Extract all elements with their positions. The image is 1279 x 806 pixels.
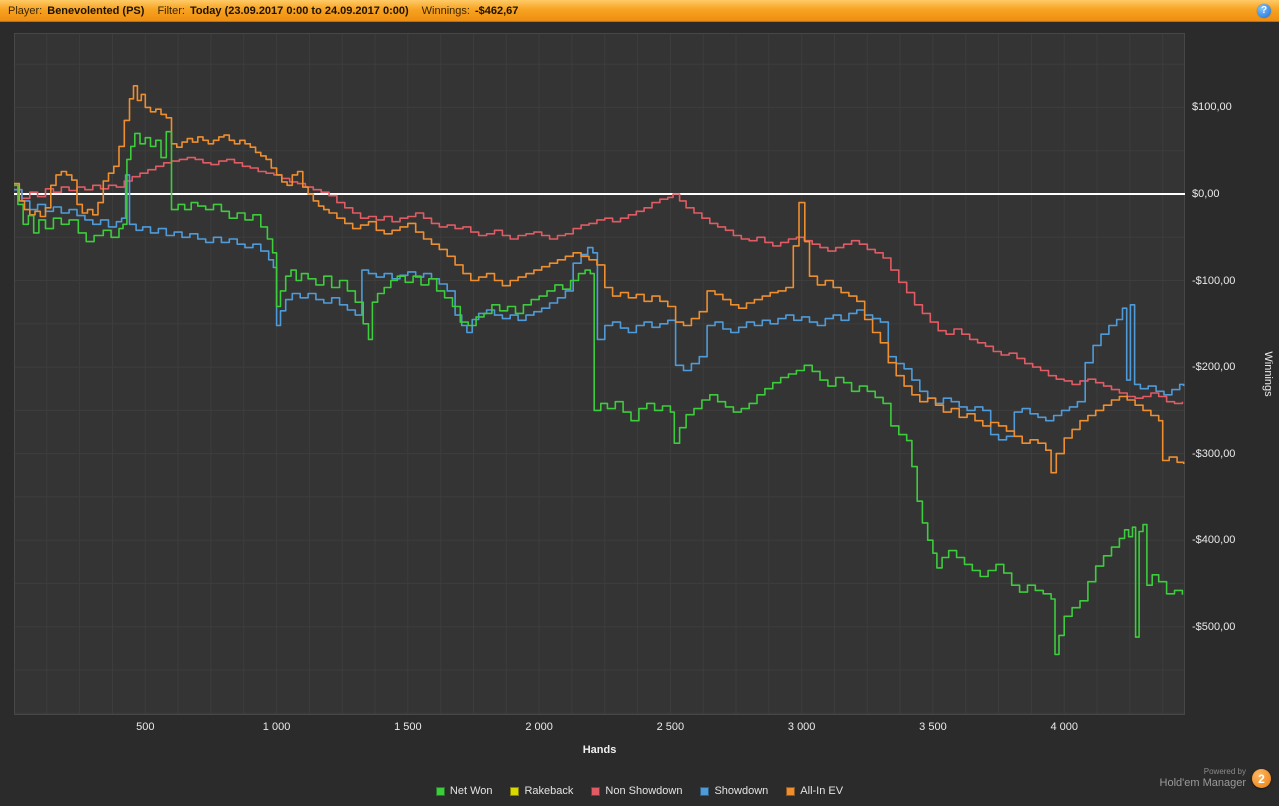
y-axis-ticks: $100,00 $0,00 -$100,00 -$200,00 -$300,00 -$40… [1192, 33, 1256, 715]
series-all-in-ev [14, 85, 1185, 474]
legend-label: Showdown [714, 785, 769, 797]
player-value: Benevolented (PS) [47, 4, 145, 17]
legend-item-all-in-ev: All-In EV [786, 785, 843, 797]
legend-label: Rakeback [524, 785, 574, 797]
plot-area[interactable] [14, 33, 1185, 715]
filter-label: Filter: [157, 4, 185, 17]
y-tick-label: -$100,00 [1192, 274, 1236, 287]
y-tick-label: $100,00 [1192, 101, 1232, 114]
legend-swatch-icon [700, 786, 710, 796]
y-tick-label: -$300,00 [1192, 447, 1236, 460]
filter-value: Today (23.09.2017 0:00 to 24.09.2017 0:0… [189, 4, 409, 17]
hm2-logo-icon: 2 [1252, 769, 1271, 789]
x-tick-label: 1 000 [262, 721, 291, 733]
legend-item-showdown: Showdown [700, 785, 768, 797]
x-tick-label: 2 500 [656, 721, 685, 733]
legend-swatch-icon [786, 786, 796, 796]
legend-swatch-icon [435, 786, 445, 796]
help-glyph: ? [1260, 4, 1268, 16]
plot-border [14, 33, 1185, 715]
y-axis-title: Winnings [1262, 351, 1274, 397]
legend-label: All-In EV [800, 785, 844, 797]
hm2-logo-text: 2 [1258, 771, 1265, 786]
legend-swatch-icon [510, 786, 520, 796]
legend-item-rakeback: Rakeback [510, 785, 573, 797]
x-axis-title: Hands [582, 744, 617, 756]
y-tick-label: -$400,00 [1192, 534, 1236, 547]
help-icon[interactable]: ? [1257, 3, 1271, 18]
chart-svg [14, 33, 1185, 715]
powered-by-text: Powered by Hold'em Manager [1160, 767, 1246, 791]
winnings-label: Winnings: [421, 4, 470, 17]
winnings-value: -$462,67 [474, 4, 519, 17]
x-tick-label: 3 000 [787, 721, 816, 733]
y-tick-label: -$500,00 [1192, 620, 1236, 633]
x-tick-label: 2 000 [525, 721, 553, 733]
x-tick-label: 3 500 [919, 721, 947, 733]
player-label: Player: [8, 4, 43, 17]
powered-by: Powered by Hold'em Manager 2 [1160, 767, 1271, 791]
x-tick-label: 500 [136, 721, 155, 733]
y-tick-label: -$200,00 [1192, 361, 1236, 374]
title-bar: Player: Benevolented (PS) Filter: Today … [0, 0, 1279, 22]
legend-item-non-showdown: Non Showdown [591, 785, 682, 797]
legend: Net Won Rakeback Non Showdown Showdown All-I… [0, 785, 1279, 797]
x-axis-ticks: 500 1 000 1 500 2 000 2 500 3 000 3 500 4 000 [14, 721, 1185, 735]
brand-name: Hold'em Manager [1159, 777, 1246, 789]
y-tick-label: $0,00 [1192, 187, 1220, 200]
chart-container: $100,00 $0,00 -$100,00 -$200,00 -$300,00 -$40… [0, 22, 1279, 806]
x-tick-label: 1 500 [394, 721, 422, 733]
series-net-won [14, 130, 1184, 656]
x-tick-label: 4 000 [1050, 721, 1078, 733]
legend-item-net-won: Net Won [435, 785, 493, 797]
series-showdown [14, 174, 1185, 441]
powered-by-label: Powered by [1203, 767, 1246, 776]
series-non-showdown [14, 156, 1184, 405]
legend-label: Net Won [449, 785, 493, 797]
legend-swatch-icon [591, 786, 601, 796]
legend-label: Non Showdown [605, 785, 683, 797]
grid-lines [14, 33, 1185, 715]
